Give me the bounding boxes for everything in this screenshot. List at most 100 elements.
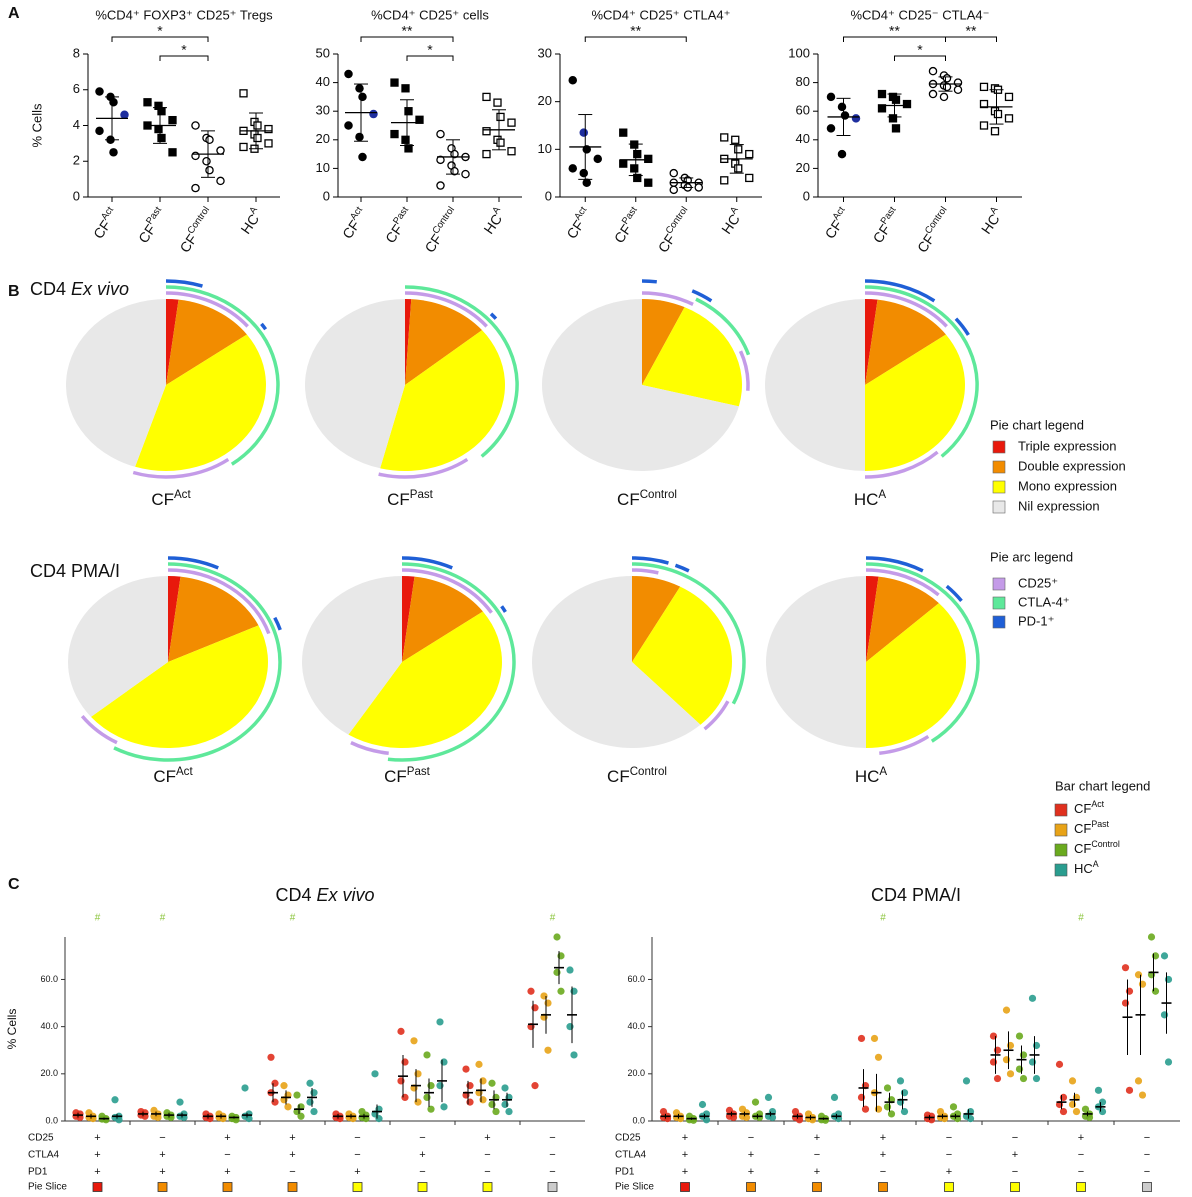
chart-title-part: Ex vivo (316, 885, 374, 905)
x-tick-label-part: CF (610, 221, 634, 245)
legend-item-part: Control (1091, 839, 1119, 849)
significance-bracket (159, 55, 209, 61)
pie-arc (945, 584, 963, 602)
significance-label: ** (966, 23, 977, 39)
data-point (404, 107, 413, 116)
data-point (115, 1116, 123, 1124)
row-title-part: CD4 PMA/I (30, 561, 120, 581)
legend-swatch (992, 460, 1006, 474)
pie-arc (80, 714, 118, 745)
pie-slice (166, 299, 247, 385)
row-symbol: − (549, 1149, 555, 1161)
data-point (557, 987, 565, 995)
y-tick-label: 50 (316, 45, 330, 60)
y-axis-label: % Cells (5, 1009, 19, 1050)
data-point (877, 89, 887, 99)
row-symbol: − (549, 1166, 555, 1178)
data-point (1125, 987, 1134, 995)
data-point (344, 69, 353, 79)
y-tick-label: 40.0 (40, 1021, 58, 1031)
legend-title: Pie arc legend (990, 549, 1073, 564)
x-tick-label-part: HC (480, 211, 505, 237)
data-point (168, 115, 177, 125)
x-tick-label: CFAct (337, 204, 370, 241)
pie-slice (632, 576, 681, 662)
data-point (492, 1107, 500, 1116)
pie-arc (378, 457, 469, 479)
row-symbol: + (748, 1149, 754, 1161)
row-symbol: − (159, 1132, 165, 1144)
pie-slice (66, 299, 166, 467)
data-point (791, 1107, 800, 1116)
data-point (870, 1034, 879, 1043)
significance-bracket (111, 36, 209, 42)
data-point (1160, 952, 1169, 960)
data-point (95, 126, 104, 136)
data-point (427, 1105, 435, 1113)
row-symbol: + (682, 1132, 688, 1144)
data-point (191, 121, 200, 130)
data-point (837, 149, 847, 159)
row-symbol: + (159, 1166, 165, 1178)
pie-arc (674, 563, 690, 573)
x-tick-label: CFControl (420, 205, 463, 256)
data-point (1002, 1006, 1011, 1014)
chart-title: %CD4⁺ CD25⁻ CTLA4⁻ (850, 7, 989, 22)
row-symbol: − (1144, 1149, 1150, 1161)
y-tick-label: 30 (316, 103, 330, 118)
data-point (544, 999, 552, 1007)
data-point (436, 129, 445, 139)
legend-item: Double expression (1018, 458, 1126, 473)
data-point (742, 1113, 751, 1122)
pie-slice (348, 611, 502, 748)
data-point (993, 1074, 1002, 1083)
pie-arc (113, 562, 282, 762)
data-point (953, 85, 963, 95)
x-tick-label-part: CF (654, 231, 678, 255)
pie-label-part: CF (151, 490, 174, 509)
pie-arc (132, 457, 230, 479)
x-tick-label-part: Control (185, 205, 212, 236)
data-point (462, 1065, 470, 1073)
data-point (669, 185, 679, 195)
pie-arc (401, 556, 453, 570)
row-symbol: + (159, 1149, 165, 1161)
legend-item-part: CF (1074, 801, 1091, 816)
y-tick-label: 40 (796, 131, 810, 146)
row-symbol: − (354, 1149, 360, 1161)
data-point (566, 966, 574, 974)
pie-arc (864, 450, 939, 479)
pie-arc (865, 556, 924, 573)
data-point (689, 1116, 698, 1124)
data-point (633, 149, 642, 159)
legend-item: Nil expression (1018, 498, 1100, 513)
row-symbol: − (880, 1166, 886, 1178)
data-point (570, 1051, 578, 1059)
data-point (401, 135, 410, 144)
chart-title: CD4 PMA/I (871, 885, 961, 905)
row-label: Pie Slice (28, 1182, 67, 1193)
pie-slice (168, 576, 259, 662)
data-point (95, 87, 104, 96)
legend-swatch (992, 480, 1006, 494)
x-tick-label: CFControl (653, 205, 696, 256)
pie-arc (165, 285, 280, 466)
data-point (310, 1089, 318, 1097)
data-point (297, 1112, 305, 1120)
legend-swatch (1054, 863, 1068, 877)
data-point (267, 1053, 275, 1061)
row-label: PD1 (28, 1167, 48, 1178)
slice-swatch (222, 1182, 233, 1192)
legend-item-part: Act (1091, 799, 1104, 809)
data-point (891, 124, 901, 133)
y-tick-label: 60.0 (40, 974, 58, 984)
data-point (482, 149, 491, 159)
data-point (344, 121, 353, 130)
chart-title: %CD4⁺ FOXP3⁺ CD25⁺ Tregs (95, 7, 273, 22)
pie-label: HCA (854, 489, 887, 509)
pie-slice (866, 576, 879, 662)
row-symbol: + (484, 1132, 490, 1144)
data-point (593, 154, 603, 164)
x-tick-label-part: Control (664, 205, 691, 236)
pie-arc (404, 285, 519, 458)
